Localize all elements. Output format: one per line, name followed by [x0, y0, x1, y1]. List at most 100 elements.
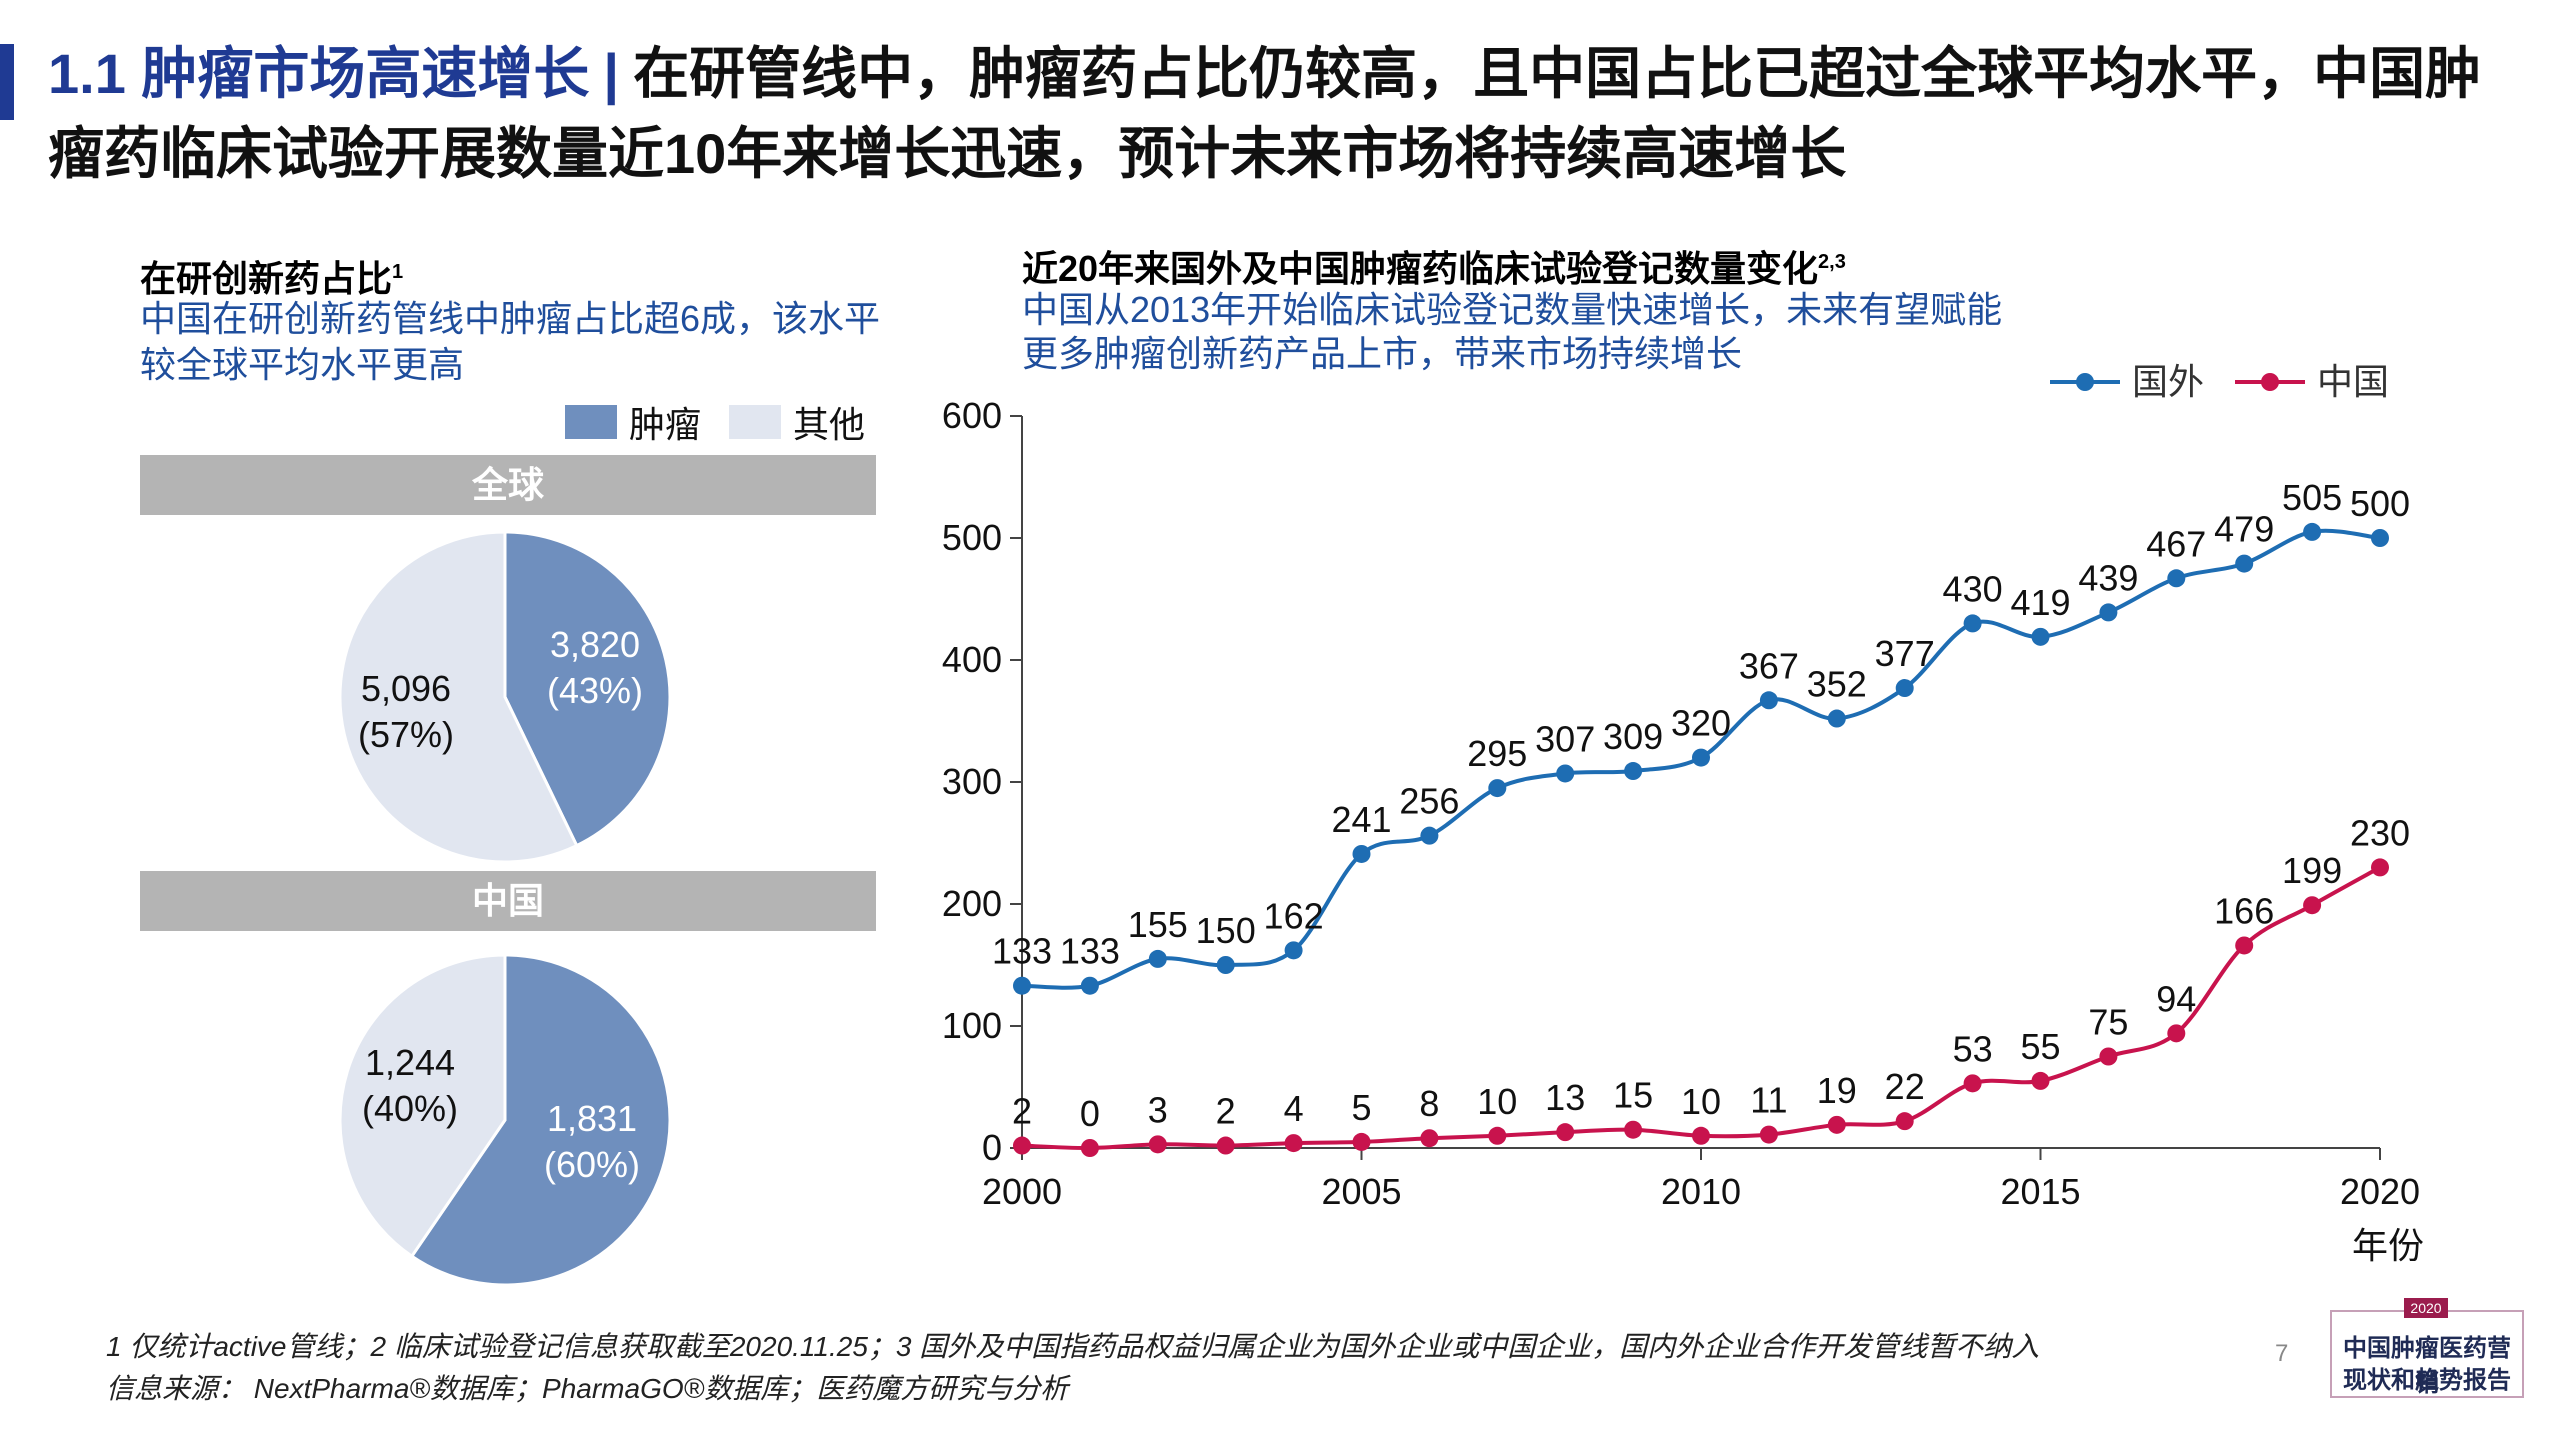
data-label-china: 0	[1080, 1093, 1100, 1134]
data-label-china: 15	[1613, 1075, 1653, 1116]
right-panel-title: 近20年来国外及中国肿瘤药临床试验登记数量变化2,3	[1022, 248, 1846, 289]
data-label-foreign: 352	[1807, 664, 1867, 705]
y-tick-label: 500	[942, 517, 1002, 558]
legend-swatch-tumor	[565, 405, 617, 439]
left-panel-title: 在研创新药占比1	[140, 258, 404, 299]
legend-label-other: 其他	[793, 404, 866, 445]
data-label-foreign: 241	[1331, 799, 1391, 840]
data-label-china: 75	[2088, 1002, 2128, 1043]
data-label-foreign: 439	[2078, 557, 2138, 598]
data-label-china: 3	[1148, 1089, 1168, 1130]
pie-global-slice-other	[338, 530, 579, 864]
data-label-foreign: 320	[1671, 703, 1731, 744]
x-tick-label: 2000	[982, 1171, 1062, 1212]
data-point-foreign	[2099, 603, 2118, 622]
logo-line-2: 现状和趋势报告	[2343, 1367, 2511, 1394]
data-label-foreign: 419	[2010, 582, 2070, 623]
data-point-china	[1692, 1126, 1710, 1145]
data-point-foreign	[1148, 949, 1167, 968]
pie-label-global-other: 5,096 (57%)	[357, 668, 455, 755]
data-label-foreign: 133	[1060, 931, 1120, 972]
data-point-china	[2303, 896, 2322, 915]
data-label-china: 2	[1012, 1091, 1032, 1132]
data-label-foreign: 430	[1943, 568, 2003, 609]
pie-chart-china	[338, 953, 672, 1287]
pie-chart-global	[338, 530, 672, 864]
data-label-china: 8	[1419, 1083, 1439, 1124]
data-label-china: 19	[1817, 1070, 1857, 1111]
data-label-foreign: 150	[1196, 910, 1256, 951]
data-point-china	[1556, 1123, 1575, 1142]
y-tick-label: 100	[942, 1005, 1002, 1046]
data-point-china	[2031, 1071, 2050, 1090]
data-point-china	[1624, 1120, 1643, 1139]
legend-label-tumor: 肿瘤	[629, 404, 702, 445]
pie-china-slice-other	[338, 953, 507, 1259]
y-tick-label: 400	[942, 639, 1002, 680]
data-point-china	[2235, 936, 2254, 955]
data-label-foreign: 367	[1739, 645, 1799, 686]
data-label-foreign: 467	[2146, 523, 2206, 564]
x-axis-label: 年份	[2352, 1225, 2424, 1266]
data-point-china	[1895, 1112, 1914, 1131]
data-label-china: 230	[2350, 812, 2410, 853]
data-label-china: 2	[1216, 1091, 1236, 1132]
logo-line-1: 中国肿瘤医药营销	[2343, 1335, 2511, 1397]
data-label-foreign: 500	[2350, 483, 2410, 524]
data-point-china	[1013, 1136, 1031, 1155]
data-point-foreign	[1759, 691, 1778, 710]
y-tick-label: 200	[942, 883, 1002, 924]
data-label-foreign: 479	[2214, 509, 2274, 550]
data-point-china	[1148, 1135, 1167, 1154]
data-label-china: 22	[1885, 1066, 1925, 1107]
pie-global-slice-tumor	[503, 530, 672, 848]
data-point-foreign	[1420, 826, 1439, 845]
right-panel-subtitle: 中国从2013年开始临床试验登记数量快速增长，未来有望赋能 更多肿瘤创新药产品上…	[1022, 289, 2003, 374]
logo-year: 2020	[2404, 1298, 2448, 1318]
footnote: 1 仅统计active管线；2 临床试验登记信息获取截至2020.11.25；3…	[106, 1326, 2306, 1410]
legend-marker-china	[2261, 373, 2279, 391]
legend-label-foreign: 国外	[2132, 361, 2204, 402]
footnote-line-1: 1 仅统计active管线；2 临床试验登记信息获取截至2020.11.25；3…	[106, 1331, 2040, 1362]
data-point-china	[1216, 1136, 1235, 1155]
data-label-china: 55	[2020, 1026, 2060, 1067]
x-tick-label: 2020	[2340, 1171, 2420, 1212]
data-label-china: 5	[1351, 1087, 1371, 1128]
legend-swatch-other	[729, 405, 782, 439]
legend-marker-foreign	[2076, 373, 2094, 391]
data-label-foreign: 295	[1467, 733, 1527, 774]
pie-label-global-tumor: 3,820 (43%)	[546, 624, 644, 711]
pie-label-china-other: 1,244 (40%)	[361, 1042, 459, 1129]
data-point-foreign	[1624, 762, 1643, 781]
data-point-foreign	[1013, 976, 1031, 995]
data-label-china: 13	[1545, 1077, 1585, 1118]
data-label-china: 4	[1284, 1088, 1304, 1129]
data-label-china: 11	[1750, 1080, 1787, 1121]
legend-label-china: 中国	[2317, 361, 2389, 402]
data-point-china	[1759, 1125, 1778, 1144]
data-label-foreign: 162	[1264, 895, 1324, 936]
data-label-foreign: 307	[1535, 718, 1595, 759]
data-point-china	[1827, 1115, 1846, 1134]
data-label-foreign: 309	[1603, 716, 1663, 757]
data-point-china	[1284, 1134, 1303, 1153]
data-point-foreign	[1352, 844, 1371, 863]
data-point-foreign	[1284, 941, 1303, 960]
section-tag: 1.1 肿瘤市场高速增长	[48, 42, 590, 105]
y-tick-label: 600	[942, 395, 1002, 436]
data-point-china	[1488, 1126, 1507, 1145]
data-point-foreign	[2303, 522, 2322, 541]
page-title: 1.1 肿瘤市场高速增长 | 在研管线中，肿瘤药占比仍较高，且中国占比已超过全球平均…	[48, 34, 2528, 194]
data-point-china	[2167, 1024, 2186, 1043]
x-tick-label: 2015	[2000, 1171, 2080, 1212]
data-point-foreign	[2167, 569, 2186, 588]
pie-title-global: 全球	[140, 455, 876, 515]
legend-item-other: 其他	[729, 396, 865, 448]
page-number: 7	[2275, 1340, 2289, 1367]
pie-china-slice-tumor	[409, 953, 672, 1287]
data-point-foreign	[1692, 748, 1710, 767]
data-point-foreign	[2235, 554, 2254, 573]
title-accent-bar	[0, 44, 14, 120]
title-separator: |	[603, 42, 620, 105]
